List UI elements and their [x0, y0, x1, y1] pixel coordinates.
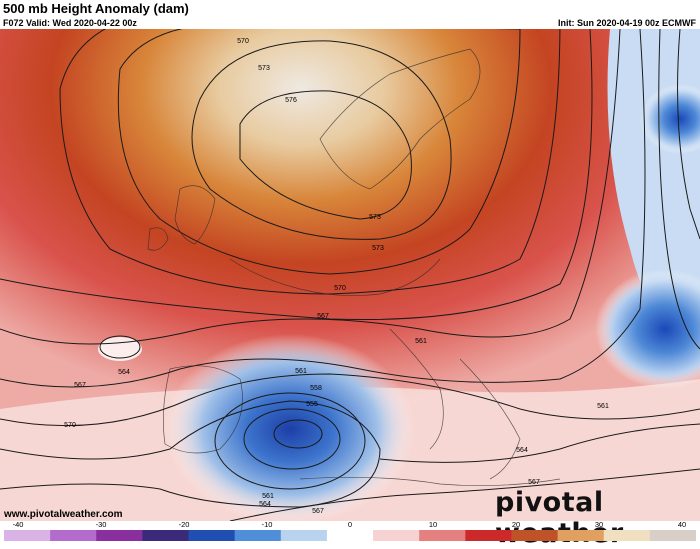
- contour-label: 564: [118, 369, 130, 376]
- contour-label: 567: [312, 508, 324, 515]
- contour-label: 564: [259, 501, 271, 508]
- colorbar-swatch: [50, 530, 97, 541]
- colorbar-tick: -40: [13, 520, 24, 529]
- colorbar-tick: -20: [179, 520, 190, 529]
- contour-label: 573: [369, 214, 381, 221]
- contour-label: 567: [317, 313, 329, 320]
- colorbar-swatches: [4, 530, 697, 541]
- colorbar-swatch: [465, 530, 512, 541]
- colorbar-swatch: [373, 530, 420, 541]
- coastlines: [147, 48, 561, 487]
- colorbar-tick: 30: [595, 520, 603, 529]
- colorbar-tick: 20: [512, 520, 520, 529]
- anomaly-map: 570 573 576 573 570 567 561 564 567 570 …: [0, 29, 700, 521]
- colorbar-swatch: [419, 530, 466, 541]
- colorbar: -40 -30 -20 -10 0 10 20 30 40: [4, 520, 697, 541]
- colorbar-swatch: [142, 530, 190, 541]
- init-time: Init: Sun 2020-04-19 00z ECMWF: [557, 18, 696, 28]
- colorbar-swatch: [557, 530, 605, 541]
- anomaly-map-svg: 570 573 576 573 570 567 561 564 567 570 …: [0, 29, 700, 521]
- contour-label: 570: [237, 38, 249, 45]
- contour-label-group: 570 573 576 573 570 567 561 564 567 570 …: [64, 38, 609, 515]
- contour-label: 564: [516, 447, 528, 454]
- colorbar-swatch: [188, 530, 236, 541]
- contour-label: 573: [372, 245, 384, 252]
- website-label: www.pivotalweather.com: [4, 509, 123, 520]
- contour-label: 570: [64, 422, 76, 429]
- contour-label: 558: [310, 385, 322, 392]
- contour-label: 561: [295, 368, 307, 375]
- contour-label: 555: [306, 401, 318, 408]
- colorbar-svg: -40 -30 -20 -10 0 10 20 30 40: [4, 520, 697, 541]
- contour-label: 573: [258, 65, 270, 72]
- contour-label: 576: [285, 97, 297, 104]
- colorbar-tick: -10: [262, 520, 273, 529]
- map-title: 500 mb Height Anomaly (dam): [3, 1, 189, 16]
- height-contours: [0, 29, 700, 521]
- valid-time: F072 Valid: Wed 2020-04-22 00z: [3, 18, 137, 28]
- colorbar-swatch: [234, 530, 282, 541]
- colorbar-swatch: [649, 530, 697, 541]
- contour-label: 567: [528, 479, 540, 486]
- contour-label: 567: [74, 382, 86, 389]
- contour-label: 561: [262, 493, 274, 500]
- colorbar-swatch: [96, 530, 143, 541]
- colorbar-swatch: [511, 530, 559, 541]
- colorbar-tick: 10: [429, 520, 437, 529]
- contour-label: 561: [597, 403, 609, 410]
- colorbar-tick: 0: [348, 520, 352, 529]
- colorbar-swatch: [280, 530, 328, 541]
- contour-label: 570: [334, 285, 346, 292]
- colorbar-swatch: [326, 530, 374, 541]
- colorbar-tick: 40: [678, 520, 686, 529]
- colorbar-swatch: [603, 530, 651, 541]
- contour-label: 561: [415, 338, 427, 345]
- colorbar-tick: -30: [96, 520, 107, 529]
- colorbar-swatch: [4, 530, 51, 541]
